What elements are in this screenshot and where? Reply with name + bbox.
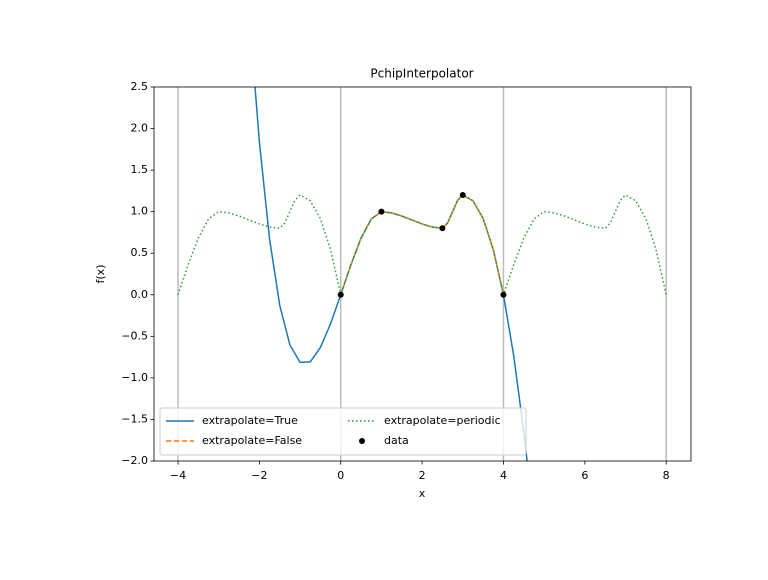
legend-label: extrapolate=True — [202, 414, 298, 427]
y-tick-label: −0.5 — [121, 329, 148, 342]
x-axis-label: x — [419, 487, 426, 500]
y-tick-label: 0.0 — [131, 288, 149, 301]
y-tick-label: −1.0 — [121, 371, 148, 384]
y-axis-label: f(x) — [94, 265, 107, 284]
y-tick-label: −2.0 — [121, 454, 148, 467]
x-tick-label: 0 — [337, 469, 344, 482]
x-tick-label: −2 — [251, 469, 267, 482]
x-tick-label: −4 — [170, 469, 186, 482]
y-tick-label: 1.0 — [131, 205, 149, 218]
legend-label: extrapolate=False — [202, 434, 302, 447]
legend-label: extrapolate=periodic — [384, 414, 501, 427]
y-tick-label: 0.5 — [131, 246, 149, 259]
y-tick-label: 1.5 — [131, 163, 149, 176]
legend-frame — [159, 407, 527, 456]
x-tick-label: 6 — [581, 469, 588, 482]
series-line — [340, 194, 505, 296]
y-tick-label: −1.5 — [121, 412, 148, 425]
legend-marker — [359, 438, 365, 444]
x-tick-label: 8 — [663, 469, 670, 482]
data-point — [378, 208, 385, 215]
data-point — [459, 192, 466, 199]
series-line — [177, 194, 667, 298]
chart-title: PchipInterpolator — [370, 67, 473, 81]
legend-label: data — [384, 434, 409, 447]
x-tick-label: 2 — [419, 469, 426, 482]
legend: extrapolate=True extrapolate=False extrapo… — [159, 407, 527, 456]
plot-area — [177, 87, 667, 461]
data-point — [500, 291, 507, 298]
y-tick-label: 2.0 — [131, 122, 149, 135]
data-point — [337, 291, 344, 298]
data-point — [439, 225, 446, 232]
y-tick-label: 2.5 — [131, 80, 149, 93]
axes-frame — [153, 86, 692, 462]
x-tick-label: 4 — [500, 469, 507, 482]
